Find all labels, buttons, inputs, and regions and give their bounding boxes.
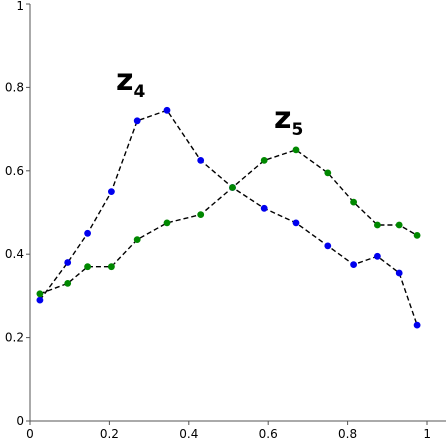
data-point — [229, 184, 236, 191]
data-point — [395, 269, 403, 277]
axes — [29, 4, 446, 422]
ticks: 0 0.2 0.4 0.6 0.8 1 0 0.2 0.4 0.6 0.8 1 — [5, 0, 431, 441]
data-point — [260, 204, 268, 212]
data-point — [36, 296, 44, 304]
series-z4 — [36, 106, 421, 329]
x-tick-label: 1 — [423, 427, 431, 441]
x-tick-label: 0.8 — [338, 427, 357, 441]
data-point — [64, 259, 72, 266]
data-point — [413, 321, 421, 329]
data-point — [108, 263, 115, 271]
data-point — [260, 157, 268, 164]
data-point — [108, 188, 115, 196]
data-point — [374, 221, 381, 229]
series-layer — [36, 106, 421, 329]
x-tick-label: 0.6 — [259, 427, 278, 441]
series-label-z5: z5 — [274, 101, 303, 140]
series-z5 — [36, 146, 421, 298]
data-point — [84, 229, 91, 237]
data-point — [133, 117, 141, 125]
data-point — [395, 221, 403, 229]
y-tick-label: 1 — [16, 0, 24, 13]
data-point — [292, 146, 300, 154]
series-label-z4: z4 — [116, 63, 145, 102]
y-tick-label: 0.2 — [5, 331, 24, 345]
x-tick-label: 0.4 — [179, 427, 198, 441]
series-line — [39, 109, 418, 326]
data-point — [197, 157, 205, 164]
data-point — [324, 169, 332, 177]
data-point — [36, 290, 44, 298]
data-point — [163, 106, 171, 114]
y-tick-label: 0 — [16, 414, 24, 428]
data-point — [84, 263, 91, 271]
data-point — [324, 242, 332, 250]
data-point — [163, 219, 171, 227]
data-point — [350, 261, 357, 268]
series-line — [39, 149, 418, 295]
data-point — [133, 236, 141, 244]
data-point — [197, 211, 205, 219]
y-tick-label: 0.4 — [5, 247, 24, 261]
data-point — [374, 252, 381, 260]
y-tick-label: 0.8 — [5, 80, 24, 94]
data-point — [350, 198, 357, 206]
x-tick-label: 0.2 — [100, 427, 119, 441]
y-tick-label: 0.6 — [5, 164, 24, 178]
x-tick-label: 0 — [26, 427, 34, 441]
data-point — [292, 219, 300, 227]
data-point — [64, 280, 72, 287]
series-labels: z4 z5 — [116, 63, 303, 140]
data-point — [413, 232, 421, 239]
